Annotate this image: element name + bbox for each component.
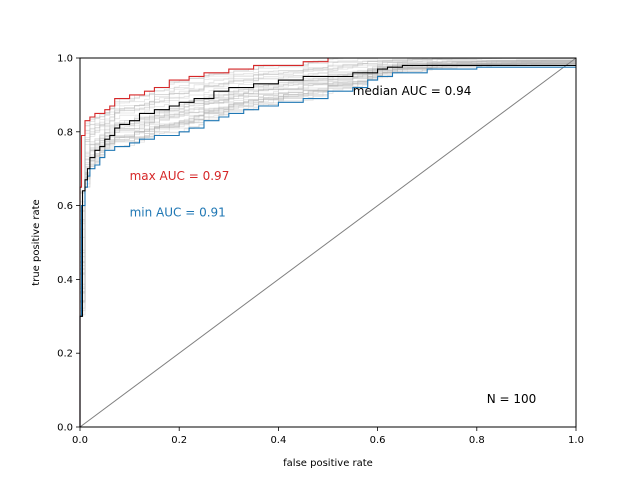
roc-series: [79, 57, 577, 428]
bootstrap-curve: [79, 62, 576, 427]
bootstrap-curve: [79, 62, 576, 427]
bootstrap-curve: [79, 62, 576, 427]
y-tick-label: 0.8: [57, 127, 73, 138]
bootstrap-curve: [79, 60, 576, 427]
bootstrap-curve: [79, 61, 576, 427]
x-tick-label: 1.0: [568, 435, 584, 446]
bootstrap-curve: [79, 63, 576, 427]
x-tick-label: 0.6: [370, 435, 386, 446]
y-tick-label: 1.0: [57, 54, 73, 65]
bootstrap-curve: [79, 60, 576, 427]
x-tick-label: 0.0: [72, 435, 88, 446]
y-tick-label: 0.6: [57, 201, 73, 212]
x-axis-ticks: 0.0 0.2 0.4 0.6 0.8 1.0: [72, 427, 584, 446]
max-auc-annotation: max AUC = 0.97: [130, 169, 230, 183]
bootstrap-curve: [79, 61, 576, 427]
plot-frame: [79, 57, 577, 428]
bootstrap-curve: [79, 62, 576, 427]
bootstrap-curve: [79, 57, 576, 427]
y-tick-label: 0.0: [57, 423, 73, 434]
bootstrap-curve: [79, 61, 576, 427]
bootstrap-curve: [79, 62, 576, 427]
bootstrap-curve: [79, 60, 576, 427]
x-tick-label: 0.2: [171, 435, 187, 446]
min-roc-curve: [79, 66, 576, 427]
max-roc-curve: [79, 57, 576, 427]
y-tick-label: 0.2: [57, 349, 73, 360]
median-auc-annotation: median AUC = 0.94: [353, 84, 472, 98]
sample-count-annotation: N = 100: [487, 392, 537, 406]
bootstrap-curve: [79, 59, 576, 427]
x-tick-label: 0.8: [469, 435, 485, 446]
bootstrap-curve: [79, 61, 576, 427]
bootstrap-curve: [79, 60, 576, 427]
bootstrap-curve: [79, 62, 576, 427]
chance-diagonal-line: [79, 57, 577, 428]
y-axis-label: true positive rate: [31, 199, 42, 285]
min-auc-annotation: min AUC = 0.91: [130, 206, 226, 220]
bootstrap-curve: [79, 60, 576, 427]
y-axis-ticks: 0.0 0.2 0.4 0.6 0.8 1.0: [57, 54, 80, 434]
bootstrap-curve: [79, 57, 576, 427]
bootstrap-curve: [79, 61, 576, 427]
y-tick-label: 0.4: [57, 275, 73, 286]
median-roc-curve: [79, 64, 576, 427]
bootstrap-curve: [79, 58, 576, 427]
bootstrap-curve: [79, 58, 576, 427]
x-tick-label: 0.4: [270, 435, 286, 446]
x-axis-label: false positive rate: [283, 458, 373, 469]
